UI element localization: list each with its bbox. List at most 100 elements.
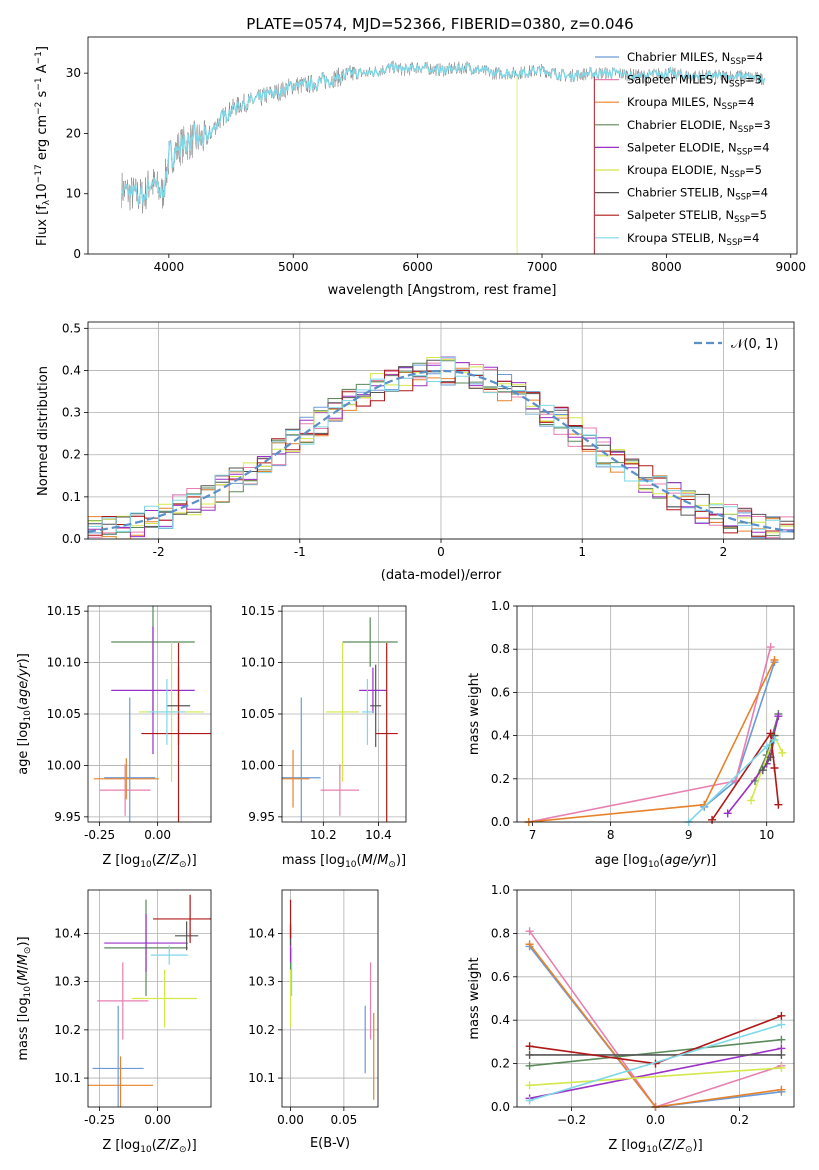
residuals-histogram-panel: -2 -1 0 1 2 0.0 0.1 0.2 0.3 0.4 0.5 𝒩(0, 1) (data-mo… (36, 321, 795, 583)
x-tick-label: 7 (529, 828, 537, 842)
legend-entry: 𝒩(0, 1) (731, 337, 778, 352)
legend-tail: =5 (750, 208, 767, 222)
label-part: ( (152, 1138, 157, 1153)
label-part: ⊙ (685, 1145, 693, 1155)
legend-entry: Salpeter MILES, NSSP=3 (627, 73, 762, 90)
x-tick-label: 8 (607, 828, 615, 842)
legend-sub: SSP (722, 102, 738, 112)
label-part: )] (693, 1138, 703, 1153)
weight-marker-salpeter_miles (525, 927, 534, 936)
legend-tail: =5 (745, 163, 762, 177)
y-tick-label: 10.00 (241, 758, 275, 772)
label-part: ] (35, 46, 50, 51)
legend-tail: =4 (746, 50, 763, 64)
label-part: ⊙ (179, 1145, 187, 1155)
y-axis-label: mass weight (467, 957, 482, 1039)
x-tick-label: 0.05 (331, 1113, 358, 1127)
label-part: )] (706, 853, 716, 868)
label-part: 10 (35, 183, 50, 200)
label-part: age [log (595, 853, 648, 868)
legend-entry: Salpeter STELIB, NSSP=5 (627, 208, 767, 225)
weight-marker-salpeter_stelib (777, 1011, 786, 1020)
x-tick-label: -0.25 (84, 1113, 115, 1127)
x-tick-label: 2 (720, 545, 728, 559)
legend-text: Chabrier STELIB, N (627, 186, 735, 200)
label-part: 10 (23, 986, 33, 998)
legend-tail: =4 (753, 140, 770, 154)
weight-line-kroupa_stelib (529, 1023, 782, 1102)
y-tick-label: 0.1 (62, 490, 81, 504)
weight-marker-kroupa_elodie (525, 1081, 534, 1090)
legend-sub: SSP (730, 57, 746, 67)
y-tick-label: 10.05 (241, 707, 275, 721)
y-axis-label: Normed distribution (36, 366, 51, 496)
y-tick-label: 0.4 (62, 363, 81, 377)
model-spectrum-chabrier_elodie (121, 61, 595, 254)
legend-sub: SSP (735, 193, 751, 203)
weight-line-chabrier_miles (528, 945, 782, 1107)
weight-marker-salpeter_stelib (766, 729, 775, 738)
weight-marker-salpeter_stelib (525, 1042, 534, 1051)
label-part: −2 (34, 102, 44, 115)
y-tick-label: 30 (66, 66, 81, 80)
x-tick-label: 1 (578, 545, 586, 559)
x-tick-label: 0.00 (144, 1113, 171, 1127)
y-axis-label: Flux [fλ10−17 erg cm−2 s−1 A−1] (34, 46, 52, 246)
label-part: )] (187, 853, 197, 868)
x-tick-label: 7000 (527, 260, 558, 274)
legend-tail: =3 (745, 73, 762, 87)
weight-marker-kroupa_miles (770, 656, 779, 664)
label-part: M (377, 853, 388, 868)
legend-tail: =4 (737, 95, 754, 109)
legend-sub: SSP (727, 238, 743, 248)
legend-sub: SSP (738, 125, 754, 135)
label-part: ( (152, 853, 157, 868)
y-tick-label: 0.0 (491, 815, 510, 829)
x-tick-label: 4000 (154, 260, 185, 274)
label-part: age/yr (16, 662, 31, 705)
model-spectrum-salpeter_elodie (121, 61, 595, 254)
axes-frame (87, 605, 212, 823)
x-tick-label: 10 (759, 828, 774, 842)
legend-entry: Kroupa ELODIE, NSSP=5 (627, 163, 762, 180)
gaussian-reference-curve (88, 369, 794, 533)
histogram-kroupa_stelib (88, 356, 794, 539)
label-part: ( (659, 853, 664, 868)
y-tick-label: 0.2 (62, 448, 81, 462)
label-part: age/yr (664, 853, 707, 868)
label-part: A (35, 64, 50, 77)
weight-marker-kroupa_elodie (747, 796, 756, 805)
label-part: λ (42, 199, 52, 205)
label-part: ( (16, 705, 31, 710)
model-spectrum-salpeter_miles (121, 61, 595, 254)
legend-entry: Salpeter ELODIE, NSSP=4 (627, 140, 770, 157)
y-tick-label: 0 (73, 247, 81, 261)
label-part: ⊙ (388, 860, 396, 870)
axes-frame (516, 889, 795, 1108)
label-part: −17 (34, 164, 44, 183)
weight-marker-salpeter_miles (766, 643, 775, 652)
y-tick-label: 0.0 (62, 532, 81, 546)
y-tick-label: 0.8 (491, 642, 510, 656)
y-tick-label: 10.3 (248, 975, 275, 989)
y-tick-label: 0.3 (62, 406, 81, 420)
label-part: ( (16, 981, 31, 986)
y-tick-label: 10.15 (241, 604, 275, 618)
histogram-chabrier_elodie (88, 360, 794, 539)
y-tick-label: 10.2 (248, 1023, 275, 1037)
weight-line-salpeter_miles (528, 930, 782, 1107)
label-part: Flux [f (35, 205, 50, 246)
x-tick-label: 5000 (278, 260, 309, 274)
y-tick-label: 0.4 (491, 729, 510, 743)
y-tick-label: 10.1 (248, 1071, 275, 1085)
label-part: )] (16, 653, 31, 663)
legend-entry: Chabrier ELODIE, NSSP=3 (627, 118, 771, 135)
label-part: 10 (140, 860, 152, 870)
legend-entry: Kroupa MILES, NSSP=4 (627, 95, 754, 112)
weight-marker-chabrier_elodie (525, 1061, 534, 1070)
weight-marker-chabrier_stelib (758, 766, 767, 775)
y-axis-label: age [log10(age/yr)] (16, 653, 33, 775)
weight-marker-kroupa_miles (777, 1085, 786, 1094)
